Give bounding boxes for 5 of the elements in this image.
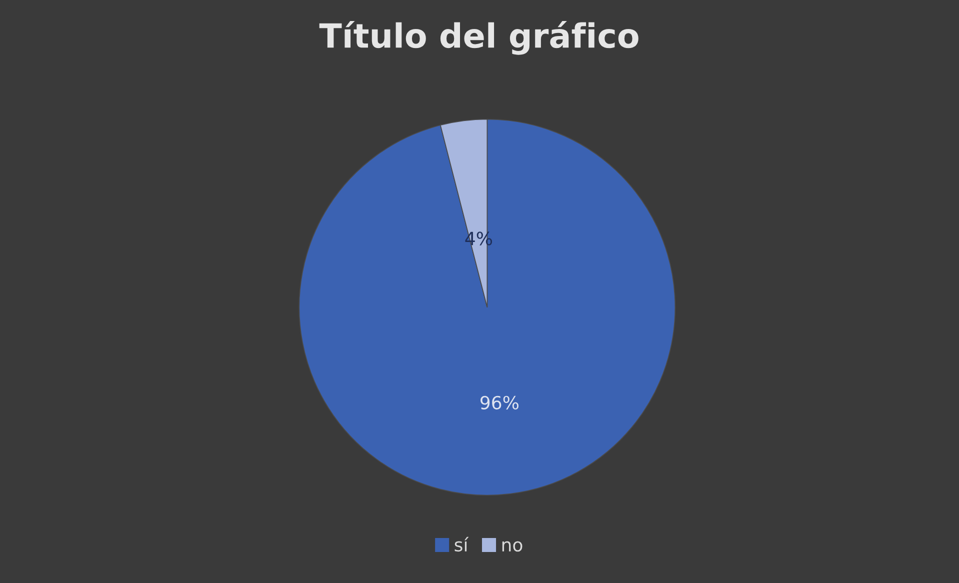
- chart-title: Título del gráfico: [319, 20, 638, 55]
- legend-label: no: [502, 541, 522, 552]
- legend-label: sí: [454, 536, 469, 552]
- pie-slice: [298, 118, 676, 496]
- data-label: 96%: [480, 396, 518, 410]
